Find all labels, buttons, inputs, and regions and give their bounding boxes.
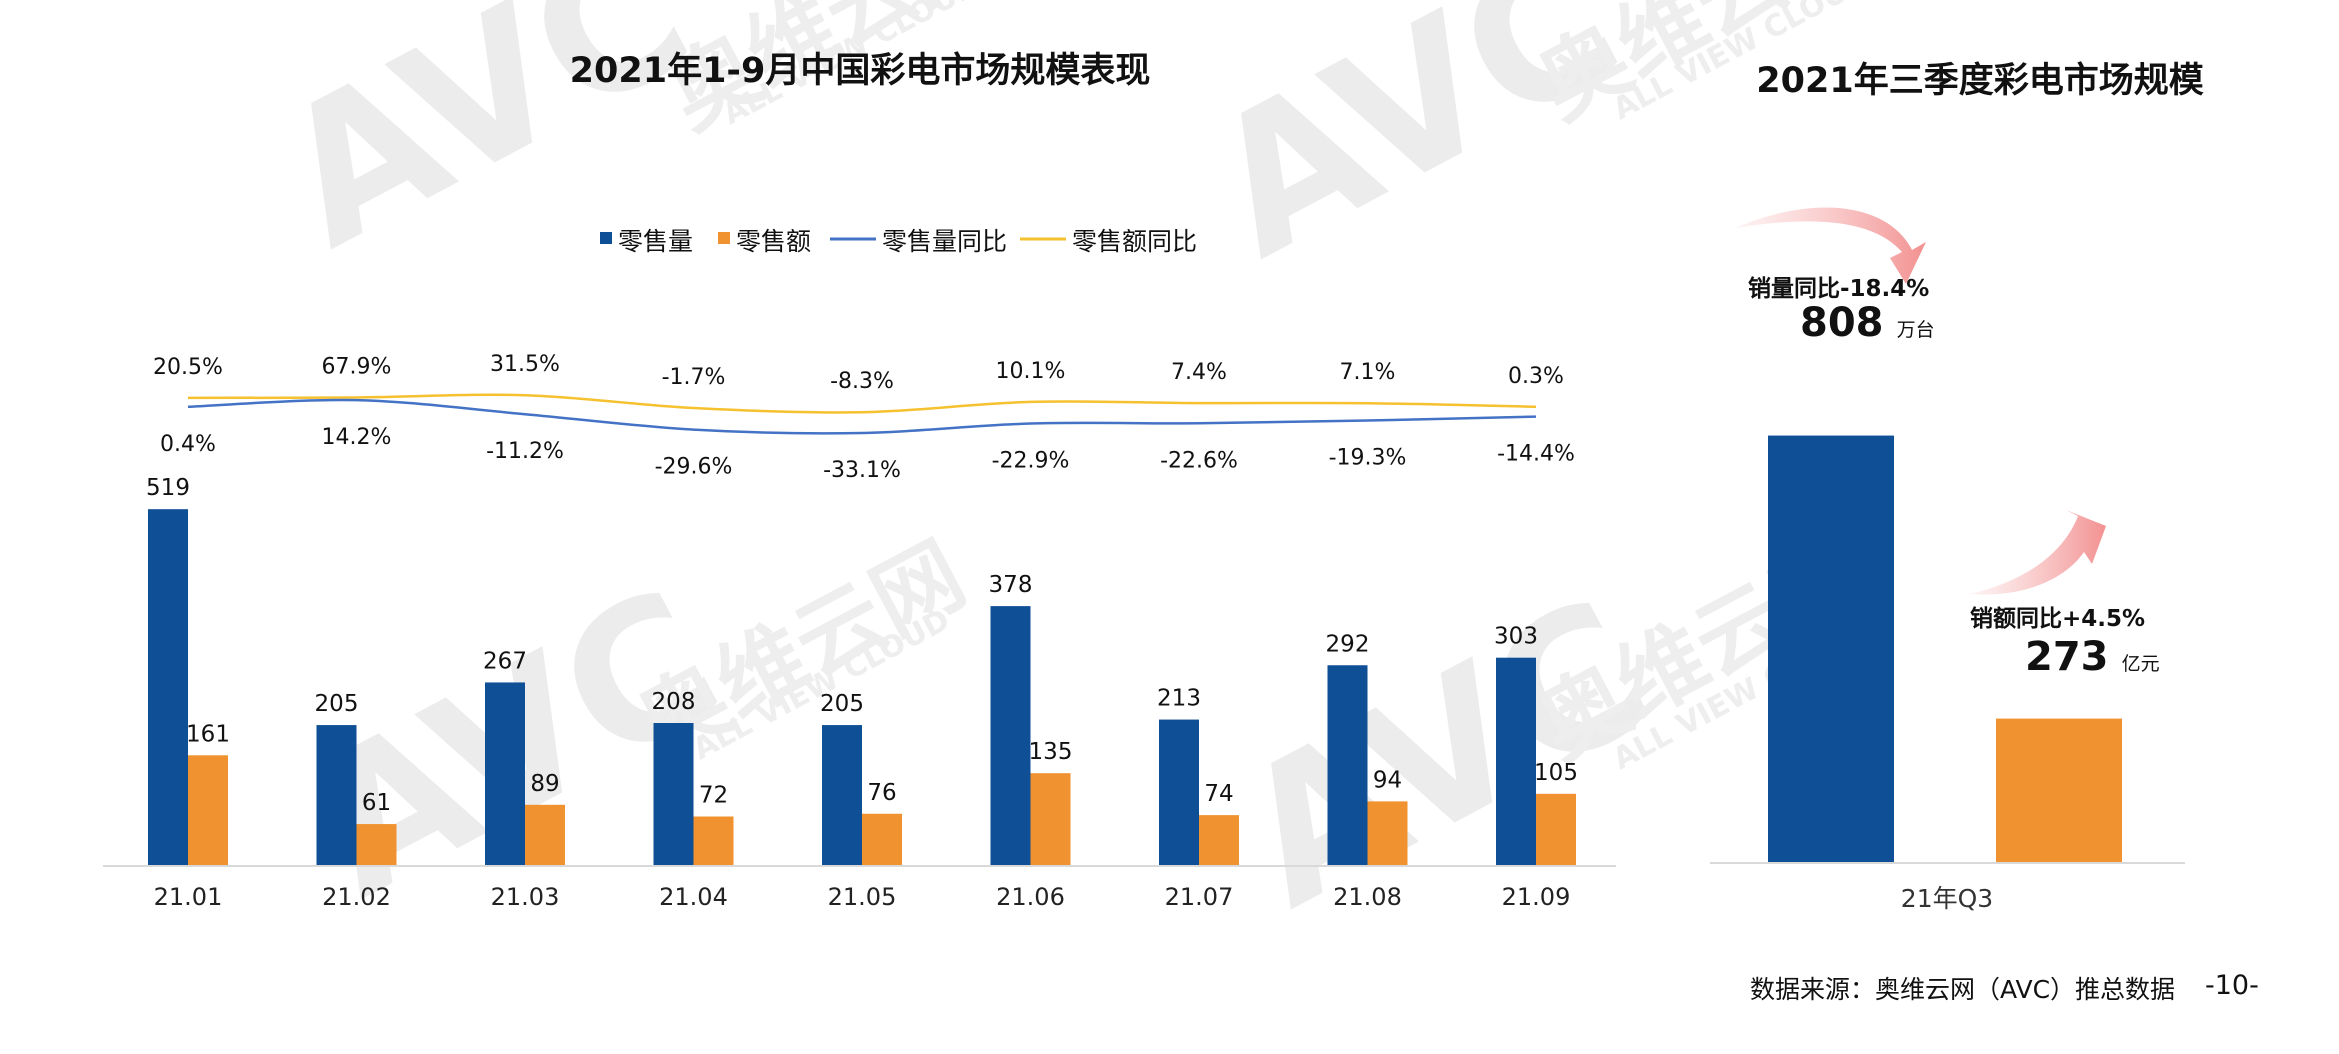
amount-data-label: 135 [1029, 739, 1073, 765]
volume-value-number: 808 [1800, 300, 1884, 346]
q3-amount-bar [1996, 718, 2122, 863]
x-tick-label: 21.03 [491, 883, 560, 911]
volume-yoy-data-label: -11.2% [486, 439, 564, 464]
volume-yoy-data-label: -22.6% [1160, 448, 1238, 473]
volume-yoy-label: 销量同比-18.4% [1748, 276, 1929, 302]
amount-data-label: 76 [867, 780, 896, 806]
volume-bar [1159, 719, 1199, 866]
amount-bar [356, 824, 397, 866]
volume-data-label: 378 [989, 572, 1033, 598]
x-tick-label: 21.07 [1165, 883, 1234, 911]
amount-bar [188, 755, 228, 866]
volume-yoy-data-label: -29.6% [655, 455, 733, 480]
volume-yoy-data-label: -33.1% [823, 458, 901, 483]
x-tick-label: 21.09 [1502, 883, 1571, 911]
amount-bar [1199, 815, 1239, 866]
amount-bar [1367, 801, 1408, 866]
amount-data-label: 105 [1534, 760, 1578, 786]
volume-bar [1496, 657, 1536, 866]
volume-bar [316, 725, 357, 866]
amount-bar [693, 816, 734, 866]
volume-data-label: 267 [483, 648, 527, 674]
amount-data-label: 94 [1373, 767, 1402, 793]
volume-bar [822, 725, 862, 866]
amount-bar [1030, 773, 1071, 866]
volume-data-label: 205 [820, 691, 864, 717]
volume-yoy-data-label: -22.9% [992, 449, 1070, 474]
volume-value: 808 万台 [1800, 300, 1935, 346]
x-tick-label: 21.01 [154, 883, 223, 911]
volume-data-label: 303 [1494, 624, 1538, 650]
left-chart: 零售量 零售额 零售量同比 零售额同比 519 161 21.01 0.4% 20.5%… [103, 227, 1616, 911]
volume-bar [148, 509, 188, 866]
amount-bar [862, 813, 902, 866]
volume-yoy-data-label: 14.2% [322, 425, 392, 450]
amount-yoy-data-label: -1.7% [662, 365, 726, 390]
amount-data-label: 74 [1204, 781, 1233, 807]
x-tick-label: 21.05 [828, 883, 897, 911]
volume-yoy-data-label: -14.4% [1497, 442, 1575, 467]
x-tick-label: 21.06 [996, 883, 1065, 911]
amount-yoy-data-label: 0.3% [1508, 364, 1564, 389]
trend-arrow-down-icon [1735, 207, 1926, 284]
volume-yoy-data-label: -19.3% [1329, 445, 1407, 470]
volume-data-label: 519 [146, 475, 190, 501]
volume-data-label: 208 [652, 689, 696, 715]
amount-yoy-data-label: 67.9% [322, 354, 392, 379]
right-chart-title: 2021年三季度彩电市场规模 [1756, 61, 2204, 101]
amount-yoy-data-label: 7.1% [1340, 360, 1396, 385]
legend-swatch-amount [718, 232, 730, 244]
amount-yoy-data-label: 7.4% [1171, 360, 1227, 385]
volume-bar [990, 606, 1031, 866]
volume-data-label: 213 [1157, 686, 1201, 712]
amount-bar [1536, 793, 1576, 866]
amount-data-label: 89 [530, 771, 559, 797]
q3-volume-bar [1768, 435, 1894, 863]
amount-yoy-label: 销额同比+4.5% [1970, 606, 2145, 632]
volume-bar [653, 723, 694, 866]
volume-value-unit: 万台 [1897, 319, 1935, 341]
right-category-label: 21年Q3 [1901, 884, 1993, 913]
trend-arrow-up-icon [1970, 510, 2106, 595]
volume-yoy-data-label: 0.4% [160, 432, 216, 457]
right-chart: 销量同比-18.4% 808 万台 销额同比+4.5% 273 亿元 21年Q3 [1710, 207, 2185, 913]
legend-label-amount: 零售额 [736, 227, 811, 256]
legend-swatch-volume [600, 232, 612, 244]
x-tick-label: 21.04 [659, 883, 728, 911]
amount-value-number: 273 [2025, 634, 2109, 680]
volume-data-label: 292 [1326, 631, 1370, 657]
volume-data-label: 205 [315, 691, 359, 717]
data-source-note: 数据来源：奥维云网（AVC）推总数据 [1750, 975, 2176, 1004]
page-number: -10- [2205, 970, 2259, 1001]
legend-label-volume-yoy: 零售量同比 [882, 227, 1007, 256]
volume-bar [1327, 665, 1368, 866]
amount-value: 273 亿元 [2025, 634, 2160, 680]
volume-yoy-line [187, 398, 1537, 435]
legend-label-volume: 零售量 [618, 227, 693, 256]
amount-yoy-data-label: 31.5% [490, 352, 560, 377]
amount-bar [525, 804, 565, 866]
amount-yoy-line [187, 393, 1537, 414]
amount-yoy-data-label: 10.1% [996, 359, 1066, 384]
amount-yoy-data-label: -8.3% [830, 369, 894, 394]
volume-bar [485, 682, 525, 866]
amount-data-label: 161 [186, 721, 230, 747]
x-tick-label: 21.02 [322, 883, 391, 911]
amount-value-unit: 亿元 [2122, 653, 2160, 675]
amount-data-label: 72 [699, 783, 728, 809]
amount-data-label: 61 [362, 790, 391, 816]
x-tick-label: 21.08 [1333, 883, 1402, 911]
legend-label-amount-yoy: 零售额同比 [1072, 227, 1197, 256]
amount-yoy-data-label: 20.5% [153, 355, 223, 380]
left-chart-title: 2021年1-9月中国彩电市场规模表现 [569, 51, 1151, 91]
chart-legend: 零售量 零售额 零售量同比 零售额同比 [600, 227, 1197, 256]
